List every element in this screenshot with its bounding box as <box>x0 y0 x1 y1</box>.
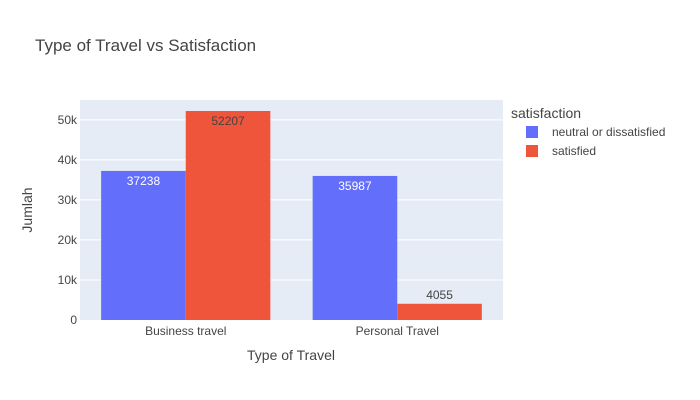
y-tick-labels: 0 10k 20k 30k 40k 50k <box>58 113 78 327</box>
x-tick-label: Personal Travel <box>356 324 439 338</box>
bars <box>101 111 482 320</box>
legend-swatch <box>526 145 538 157</box>
y-tick-label: 30k <box>58 193 78 207</box>
y-tick-label: 20k <box>58 233 78 247</box>
legend: satisfaction neutral or dissatisfied sati… <box>511 105 665 158</box>
bar-value-label: 35987 <box>338 179 372 193</box>
bar-value-label: 4055 <box>426 288 453 302</box>
bar <box>397 303 482 320</box>
x-axis-title: Type of Travel <box>247 347 335 363</box>
y-tick-label: 0 <box>70 313 77 327</box>
y-tick-label: 10k <box>58 273 78 287</box>
bar-value-label: 37238 <box>127 174 161 188</box>
bar <box>101 170 186 320</box>
legend-title: satisfaction <box>511 105 581 121</box>
y-tick-label: 50k <box>58 113 78 127</box>
x-tick-label: Business travel <box>145 324 226 338</box>
bar <box>185 111 271 320</box>
bar-labels: 37238 52207 35987 4055 <box>127 114 453 302</box>
bar-value-label: 52207 <box>211 114 245 128</box>
y-tick-label: 40k <box>58 153 78 167</box>
y-axis-title: Jumlah <box>19 187 35 232</box>
bar <box>312 175 398 320</box>
legend-entry: neutral or dissatisfied <box>552 125 665 139</box>
legend-entry: satisfied <box>552 144 596 158</box>
chart-title: Type of Travel vs Satisfaction <box>35 36 256 55</box>
x-tick-labels: Business travel Personal Travel <box>145 324 439 338</box>
legend-swatch <box>526 126 538 138</box>
